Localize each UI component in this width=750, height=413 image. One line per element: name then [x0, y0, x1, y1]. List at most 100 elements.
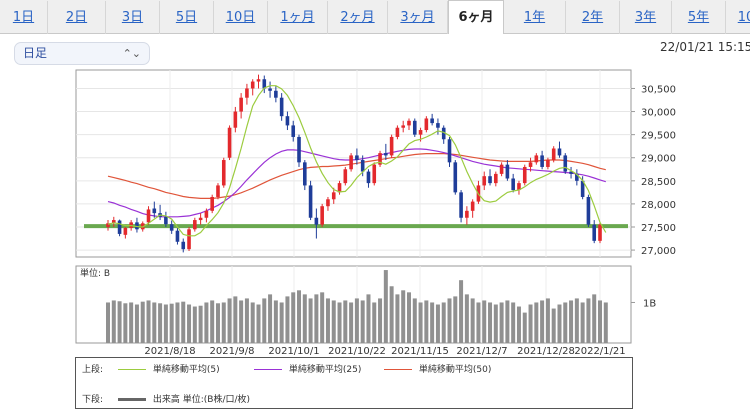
volume-bar [279, 302, 284, 343]
volume-bar [320, 292, 325, 343]
candle [106, 220, 110, 231]
volume-bar [395, 294, 400, 343]
tab-10[interactable]: 1年 [504, 1, 566, 34]
volume-bar [268, 294, 273, 343]
candle [210, 194, 214, 214]
volume-bar [598, 300, 602, 343]
tab-2[interactable]: 2日 [48, 1, 106, 34]
candle-body [499, 164, 504, 174]
volume-bar [227, 298, 232, 343]
x-tick-label: 2021/8/18 [144, 346, 195, 357]
volume-bar [273, 300, 278, 343]
volume-bar [447, 298, 452, 343]
candle-body [407, 120, 411, 126]
legend-ma25-swatch [254, 369, 282, 370]
volume-bar [430, 302, 435, 343]
volume-tick-label: 1B [643, 298, 656, 309]
candle-body [447, 139, 452, 163]
candle-body [401, 125, 405, 128]
candle [430, 113, 434, 126]
candle-body [193, 220, 197, 230]
volume-bar [302, 294, 307, 343]
candle [308, 180, 313, 221]
legend-ma25-label: 単純移動平均(25) [288, 365, 362, 375]
candle-body [285, 116, 290, 126]
volume-bar [192, 306, 197, 343]
tab-6[interactable]: 1ヶ月 [268, 1, 328, 34]
candle [146, 206, 151, 225]
period-select[interactable]: 日足 ⌃⌄ [14, 42, 150, 65]
volume-bar [476, 302, 481, 343]
candle-body [511, 178, 515, 191]
tab-13[interactable]: 5年 [672, 1, 726, 34]
candle [349, 153, 353, 172]
volume-bar [106, 302, 110, 343]
volume-bar [453, 296, 458, 343]
volume-bar [464, 294, 469, 343]
volume-bar [482, 300, 487, 343]
tab-1[interactable]: 1日 [0, 1, 48, 34]
volume-bar [522, 312, 527, 343]
volume-bar [146, 300, 151, 343]
candle [285, 111, 290, 131]
legend-ma50-swatch [384, 369, 412, 370]
candle-body [441, 127, 446, 140]
candle-body [274, 90, 278, 98]
volume-bar [354, 298, 359, 343]
candle-body [326, 199, 330, 207]
candle-body [164, 216, 168, 225]
period-select-value: 日足 [23, 46, 48, 60]
candle-body [291, 125, 296, 137]
candle-body [580, 180, 585, 197]
candle-body [534, 155, 539, 163]
price-tick-label: 29,000 [641, 154, 676, 165]
tab-11[interactable]: 2年 [566, 1, 620, 34]
candle [326, 196, 330, 211]
volume-bar [123, 303, 128, 343]
volume-plot-area [75, 265, 632, 344]
candle-body [250, 81, 255, 89]
legend-upper-label: 上段: [82, 365, 104, 375]
tab-4[interactable]: 5日 [160, 1, 214, 34]
candle-body [355, 155, 359, 161]
candle [384, 143, 388, 161]
volume-bar [117, 301, 122, 343]
volume-bar [470, 298, 475, 343]
candle [152, 201, 157, 218]
candle-body [181, 241, 186, 250]
tab-12[interactable]: 3年 [620, 1, 672, 34]
candle-body [389, 136, 394, 156]
volume-bar [244, 298, 249, 343]
x-tick-label: 2021/12/7 [456, 346, 507, 357]
tab-5[interactable]: 10日 [214, 1, 268, 34]
tab-14[interactable]: 10年 [726, 1, 750, 34]
price-tick-label: 30,500 [641, 84, 676, 95]
tab-7[interactable]: 2ヶ月 [328, 1, 388, 34]
candle-body [418, 130, 423, 135]
candle [366, 169, 371, 188]
volume-bar [158, 303, 163, 343]
volume-bar [493, 304, 498, 343]
candle-body [453, 162, 458, 193]
candle-body [551, 148, 556, 161]
candle-body [488, 176, 492, 184]
candle-body [216, 185, 220, 197]
candle-body [412, 120, 417, 135]
period-tab-bar: 1日2日3日5日10日1ヶ月2ヶ月3ヶ月6ヶ月1年2年3年5年10年 [0, 0, 750, 35]
volume-bar [297, 290, 302, 343]
candle-body [349, 155, 353, 170]
price-panel: 30,500 30,000 29,500 29,000 28,500 28,000 27,5… [75, 69, 676, 258]
candle [164, 211, 168, 227]
volume-bar [441, 302, 446, 343]
volume-bar [499, 302, 504, 343]
tab-3[interactable]: 3日 [106, 1, 160, 34]
candle-body [343, 169, 348, 184]
candle [598, 222, 602, 244]
candle [441, 125, 446, 144]
candle-body [175, 230, 180, 242]
candle-body [586, 196, 591, 225]
candle [395, 125, 400, 140]
candle [569, 166, 573, 179]
tab-8[interactable]: 3ヶ月 [388, 1, 448, 34]
volume-bar [557, 304, 562, 343]
